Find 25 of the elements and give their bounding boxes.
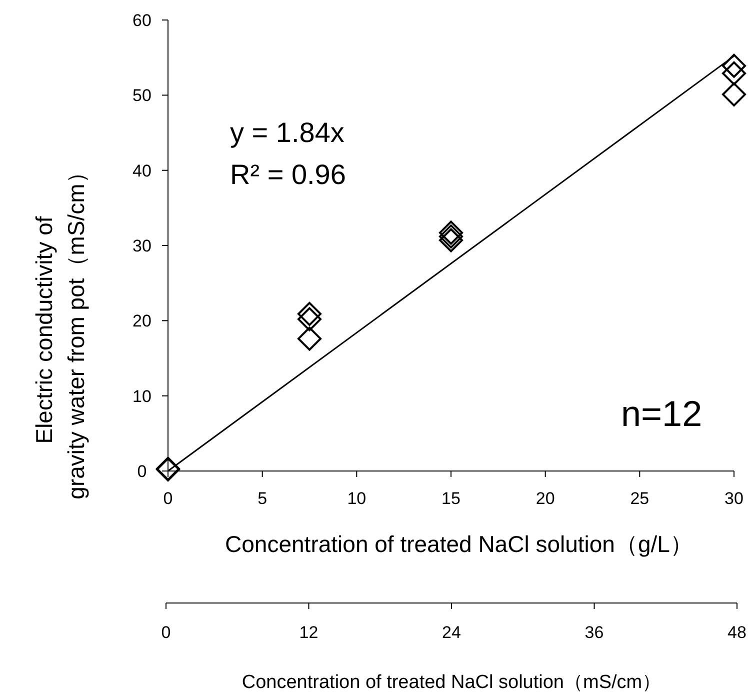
y-tick-label: 10 bbox=[132, 386, 152, 406]
x2-axis-title: Concentration of treated NaCl solution（mS/cm） bbox=[242, 672, 662, 693]
x-tick-label: 30 bbox=[724, 489, 744, 508]
x-axis-title: Concentration of treated NaCl solution（g/L） bbox=[225, 531, 693, 557]
y-tick-label: 0 bbox=[137, 462, 147, 481]
y-tick-label: 60 bbox=[132, 11, 152, 30]
y-tick-label: 30 bbox=[132, 236, 152, 256]
x-tick-label: 5 bbox=[258, 489, 268, 508]
x-tick-label: 20 bbox=[536, 489, 555, 508]
y-tick-label: 20 bbox=[132, 312, 152, 331]
y-tick-label: 40 bbox=[132, 161, 152, 180]
x2-tick-label: 36 bbox=[584, 623, 604, 642]
annotation: R² = 0.96 bbox=[230, 159, 346, 190]
x-tick-label: 10 bbox=[347, 489, 366, 508]
annotation: n=12 bbox=[621, 393, 702, 434]
x2-tick-label: 12 bbox=[299, 623, 318, 642]
x2-tick-label: 24 bbox=[442, 623, 461, 642]
y-tick-label: 50 bbox=[132, 86, 152, 106]
y-axis-title: Electric conductivity of gravity water from pot（mS/cm） bbox=[31, 160, 89, 500]
x-tick-label: 25 bbox=[630, 489, 650, 508]
x2-tick-label: 0 bbox=[161, 623, 171, 642]
x-tick-label: 15 bbox=[442, 489, 460, 508]
x2-tick-label: 48 bbox=[728, 623, 746, 642]
x-tick-label: 0 bbox=[163, 489, 173, 508]
annotation: y = 1.84x bbox=[230, 117, 344, 148]
